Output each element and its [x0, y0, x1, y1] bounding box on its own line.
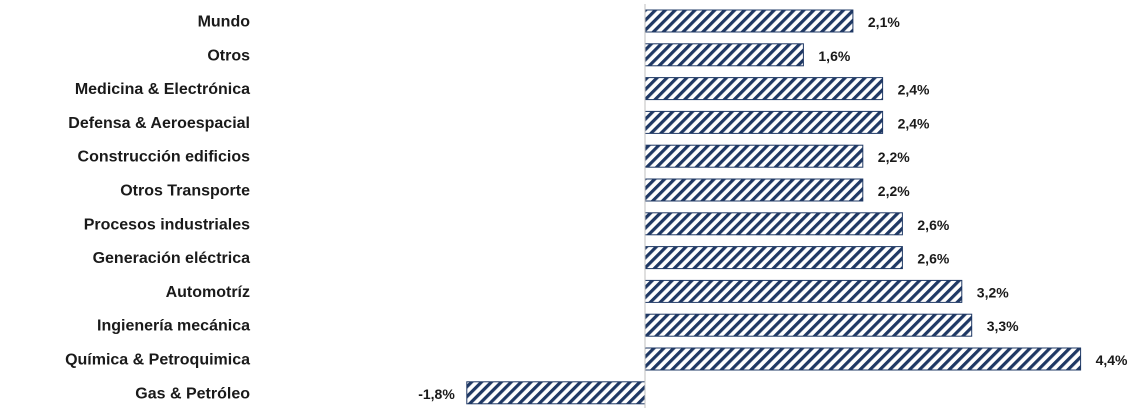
category-label: Automotríz [166, 284, 250, 301]
bar [466, 381, 646, 405]
category-label: Procesos industriales [84, 216, 250, 233]
bar [644, 43, 804, 67]
value-label: 2,2% [878, 183, 910, 199]
category-label: Construcción edificios [78, 149, 251, 166]
bar [644, 313, 973, 337]
value-label: 2,6% [917, 217, 949, 233]
value-label: 2,2% [878, 149, 910, 165]
bar [644, 144, 864, 168]
category-label: Medicina & Electrónica [75, 81, 250, 98]
value-label: 3,2% [977, 284, 1009, 300]
bar [644, 178, 864, 202]
bar [644, 246, 903, 270]
bar [644, 77, 884, 101]
value-label: 2,4% [898, 115, 930, 131]
category-label: Defensa & Aeroespacial [68, 115, 250, 132]
bar [644, 9, 854, 33]
value-label: 2,6% [917, 251, 949, 267]
labels-layer: Mundo 2,1% Otros 1,6% Medicina & Electrónica… [65, 14, 1128, 403]
bar [644, 110, 884, 134]
value-label: -1,8% [418, 386, 455, 402]
category-label: Ingienería mecánica [97, 318, 250, 335]
bar [644, 279, 963, 303]
category-label: Gas & Petróleo [135, 385, 250, 402]
value-label: 4,4% [1096, 352, 1128, 368]
value-label: 3,3% [987, 318, 1019, 334]
value-label: 2,4% [898, 82, 930, 98]
category-label: Otros [207, 47, 250, 64]
value-label: 1,6% [818, 48, 850, 64]
value-label: 2,1% [868, 14, 900, 30]
bars-layer [466, 9, 1082, 405]
bar [644, 212, 903, 236]
bar [644, 347, 1082, 371]
category-label: Mundo [198, 14, 251, 31]
category-label: Química & Petroquimica [65, 352, 250, 369]
category-label: Otros Transporte [120, 183, 250, 200]
category-label: Generación eléctrica [93, 250, 251, 267]
